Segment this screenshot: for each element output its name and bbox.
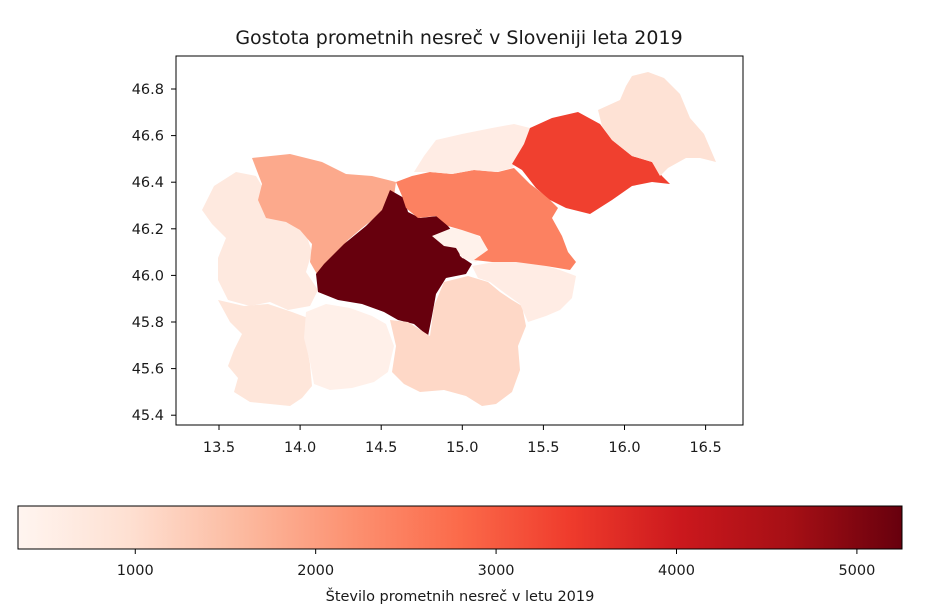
x-tick-label: 16.0: [608, 440, 640, 456]
region-gorenjska: [252, 154, 396, 276]
colorbar-tick-label: 4000: [658, 563, 695, 579]
region-obalno-kraska: [218, 300, 312, 406]
region-goriska: [202, 172, 318, 310]
y-tick-label: 46.4: [132, 175, 164, 191]
y-tick-label: 45.4: [132, 408, 164, 424]
map-axes-frame: [175, 55, 744, 426]
region-posavska: [472, 262, 576, 322]
region-pomurska: [598, 72, 716, 176]
region-zasavska: [432, 228, 488, 262]
colorbar-label: Število prometnih nesreč v letu 2019: [326, 587, 595, 605]
region-podravska: [512, 112, 670, 214]
y-tick-label: 46.2: [132, 222, 164, 238]
region-primorsko-notranjska: [304, 304, 394, 390]
y-tick-label: 45.8: [132, 315, 164, 331]
x-tick-label: 14.0: [284, 440, 316, 456]
colorbar-ticks: 1000 2000 3000 4000 5000: [117, 549, 875, 579]
x-axis: 13.5 14.0 14.5 15.0 15.5 16.0 16.5: [203, 425, 722, 456]
y-axis: 46.8 46.6 46.4 46.2 46.0 45.8 45.6 45.4: [132, 82, 176, 424]
x-tick-label: 14.5: [365, 440, 397, 456]
colorbar-tick-label: 1000: [117, 563, 154, 579]
region-layer: [202, 72, 716, 406]
region-savinjska: [396, 168, 576, 270]
y-tick-label: 46.8: [132, 82, 164, 98]
y-tick-label: 46.6: [132, 129, 164, 145]
map-title: Gostota prometnih nesreč v Sloveniji let…: [235, 27, 682, 49]
colorbar: [17, 505, 903, 550]
x-tick-label: 15.5: [527, 440, 559, 456]
x-tick-label: 16.5: [689, 440, 721, 456]
colorbar-tick-label: 5000: [838, 563, 875, 579]
y-tick-label: 46.0: [132, 268, 164, 284]
x-tick-label: 13.5: [203, 440, 235, 456]
region-koroska: [414, 124, 530, 174]
region-osrednjeslovenska: [316, 190, 472, 336]
y-tick-label: 45.6: [132, 362, 164, 378]
x-tick-label: 15.0: [446, 440, 478, 456]
colorbar-tick-label: 2000: [297, 563, 334, 579]
colorbar-tick-label: 3000: [478, 563, 515, 579]
region-jugovzhodna: [390, 276, 526, 406]
